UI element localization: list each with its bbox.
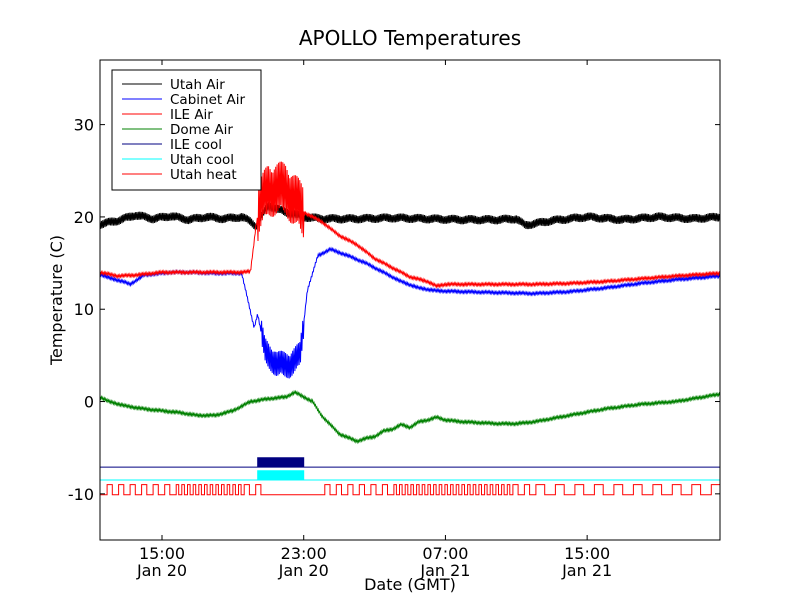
y-tick-label: 20: [74, 208, 94, 227]
series-line-dome-air: [99, 389, 721, 445]
y-tick-label: -10: [68, 485, 94, 504]
plot-frame: [99, 59, 721, 541]
legend-label-utah-air: Utah Air: [170, 77, 225, 93]
chart-title: APOLLO Temperatures: [299, 26, 521, 50]
legend-label-dome-air: Dome Air: [170, 122, 233, 138]
legend-label-utah-heat: Utah heat: [170, 167, 237, 183]
series-layer: [99, 161, 721, 496]
x-tick-label-time: 15:00: [139, 544, 185, 563]
x-tick-label-time: 07:00: [422, 544, 468, 563]
series-line-utah-cool: [100, 470, 720, 481]
legend-box: [111, 69, 262, 191]
y-tick-label: 0: [84, 393, 94, 412]
series-line-ile-air: [99, 161, 721, 289]
y-axis: 30 20 10 0 -10: [68, 116, 720, 504]
y-tick-label: 10: [74, 300, 94, 319]
legend-label-utah-cool: Utah cool: [170, 152, 234, 168]
series-line-utah-heat: [100, 484, 721, 496]
series-line-ile-cool: [100, 457, 720, 468]
x-tick-label-date: Jan 21: [561, 561, 612, 580]
x-tick-label-date: Jan 21: [419, 561, 470, 580]
y-axis-label: Temperature (C): [47, 235, 66, 366]
x-tick-label-time: 23:00: [281, 544, 327, 563]
legend-label-ile-cool: ILE cool: [170, 137, 222, 153]
legend-label-ile-air: ILE Air: [170, 107, 213, 123]
x-axis-label: Date (GMT): [364, 575, 456, 594]
x-tick-label-time: 15:00: [564, 544, 610, 563]
legend-label-cabinet-air: Cabinet Air: [170, 92, 245, 108]
x-tick-label-date: Jan 20: [278, 561, 329, 580]
x-tick-label-date: Jan 20: [136, 561, 187, 580]
series-line-utah-air: [99, 202, 721, 231]
y-tick-label: 30: [74, 116, 94, 135]
